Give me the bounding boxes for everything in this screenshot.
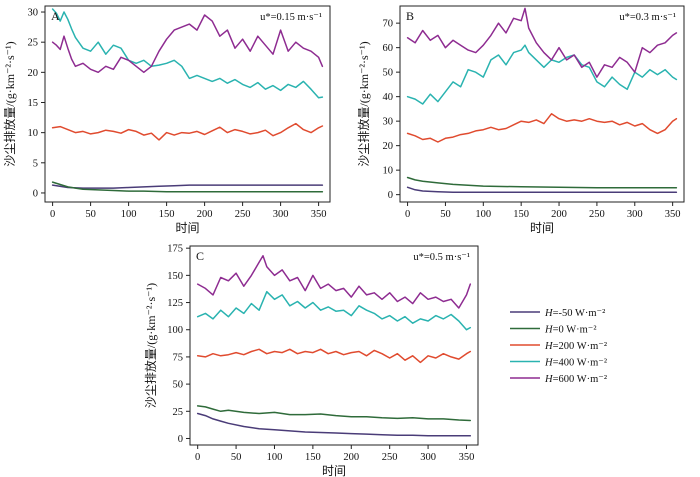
panel-a-chart: 0 50 100 150 200 250 300 350 0 5 10 15 20 25 30 时间 沙尘排放量… (2, 5, 331, 235)
panel-b-condition-label: u*=0.3 m·s⁻¹ (619, 12, 676, 23)
panel-c-chart: 0 50 100 150 200 250 300 350 0 25 50 75 100 125 150 175… (143, 244, 479, 477)
panel-a-y-tick-label: 25 (28, 38, 39, 49)
panel-c-series-h-0-w-m (196, 405, 472, 422)
panel-a-series-h-0-w-m (51, 181, 324, 193)
panel-c-panel-tag: C (196, 249, 204, 263)
legend-label-0: H=-50 W·m⁻² (544, 308, 605, 319)
panel-a-plot-frame (44, 5, 331, 203)
panel-a-y-tick-label: 20 (28, 68, 39, 79)
panel-b-series-h-400-w-m (406, 44, 678, 105)
panel-a-x-tick-label: 350 (311, 209, 327, 220)
panel-c-series-h-200-w-m (196, 348, 472, 364)
panel-c-y-tick-label: 125 (167, 298, 183, 309)
panel-b-y-axis-label: 沙尘排放量/(g·km⁻²·s⁻¹) (356, 41, 371, 166)
panel-c-y-tick-label: 175 (167, 244, 183, 255)
panel-b-x-tick-label: 250 (589, 209, 605, 220)
panel-a-x-axis-label: 时间 (175, 221, 199, 235)
panel-c-series-h-400-w-m (196, 290, 472, 331)
panel-c-series-h-50-w-m (196, 412, 472, 437)
panel-b-x-tick-label: 350 (665, 209, 681, 220)
panel-b-y-tick-label: 30 (383, 117, 394, 128)
panel-b-series-h-50-w-m (406, 186, 678, 193)
panel-b-y-tick-label: 10 (383, 166, 394, 177)
legend-label-4: H=600 W·m⁻² (544, 374, 607, 385)
panel-a-y-tick-label: 5 (33, 158, 38, 169)
panel-c-x-tick-label: 250 (382, 452, 398, 463)
panel-b-x-tick-label: 100 (475, 209, 491, 220)
panel-c-x-tick-label: 150 (305, 452, 321, 463)
panel-c-x-axis-label: 时间 (322, 464, 346, 477)
panel-a-x-tick-label: 100 (121, 209, 137, 220)
panel-b-y-tick-label: 20 (383, 141, 394, 152)
panel-b-series-h-0-w-m (406, 176, 678, 189)
panel-b-series-h-600-w-m (406, 7, 678, 78)
panel-c-condition-label: u*=0.5 m·s⁻¹ (413, 252, 470, 263)
panel-a-x-tick-label: 300 (273, 209, 289, 220)
panel-a-y-tick-label: 15 (28, 98, 39, 109)
panel-a-series-h-200-w-m (51, 122, 324, 141)
panel-b-x-axis-label: 时间 (530, 221, 554, 235)
panel-b-x-tick-label: 50 (440, 209, 451, 220)
panel-a-condition-label: u*=0.15 m·s⁻¹ (260, 12, 322, 23)
panel-b-y-tick-label: 50 (383, 68, 394, 79)
panel-b-x-tick-label: 300 (627, 209, 643, 220)
panel-b-chart: 0 50 100 150 200 250 300 350 0 10 20 30 40 50 60 70 时间 沙尘… (356, 5, 685, 235)
panel-c-x-tick-label: 300 (420, 452, 436, 463)
panel-c-y-tick-label: 100 (167, 325, 183, 336)
panel-c-x-tick-label: 350 (459, 452, 475, 463)
panel-a-y-tick-label: 30 (28, 8, 39, 19)
legend-label-2: H=200 W·m⁻² (544, 341, 607, 352)
panel-b-y-tick-label: 60 (383, 43, 394, 54)
panel-b-y-tick-label: 40 (383, 92, 394, 103)
panel-c-x-tick-label: 200 (343, 452, 359, 463)
panel-a-y-tick-label: 10 (28, 128, 39, 139)
panel-c-x-tick-label: 100 (267, 452, 283, 463)
panel-b-x-tick-label: 0 (405, 209, 410, 220)
panel-b-x-tick-label: 150 (513, 209, 529, 220)
panel-c-plot-frame (189, 245, 479, 446)
panel-c-y-tick-label: 0 (178, 434, 183, 445)
panel-b-y-tick-label: 0 (388, 190, 393, 201)
panel-a-x-tick-label: 150 (159, 209, 175, 220)
chart-legend: H=-50 W·m⁻² H=0 W·m⁻² H=200 W·m⁻² H=400 W·m… (510, 308, 607, 385)
panel-b-plot-frame (399, 5, 685, 203)
panel-c-y-axis-label: 沙尘排放量/(g·km⁻²·s⁻¹) (143, 283, 158, 408)
panel-b-y-tick-label: 70 (383, 19, 394, 30)
panel-a-panel-tag: A (51, 9, 60, 23)
panel-c-x-tick-label: 50 (231, 452, 242, 463)
legend-label-1: H=0 W·m⁻² (544, 325, 596, 336)
panel-c-y-tick-label: 150 (167, 271, 183, 282)
panel-a-y-axis-label: 沙尘排放量/(g·km⁻²·s⁻¹) (2, 41, 17, 166)
panel-c-y-tick-label: 50 (173, 380, 184, 391)
panel-c-y-tick-label: 75 (173, 352, 184, 363)
panel-a-x-tick-label: 250 (235, 209, 251, 220)
panel-a-series-h-400-w-m (51, 8, 324, 99)
panel-a-x-tick-label: 50 (85, 209, 96, 220)
panel-c-x-tick-label: 0 (195, 452, 200, 463)
panel-a-series-h-600-w-m (51, 14, 324, 74)
panel-a-y-tick-label: 0 (33, 188, 38, 199)
legend-label-3: H=400 W·m⁻² (544, 358, 607, 369)
panel-a-x-tick-label: 0 (50, 209, 55, 220)
panel-b-series-h-200-w-m (406, 113, 678, 143)
panel-a-x-tick-label: 200 (197, 209, 213, 220)
panel-c-series-h-600-w-m (196, 255, 472, 309)
panel-b-x-tick-label: 200 (551, 209, 567, 220)
panel-c-y-tick-label: 25 (173, 407, 184, 418)
panel-b-panel-tag: B (406, 9, 414, 23)
panel-a-series-h-50-w-m (51, 184, 324, 189)
